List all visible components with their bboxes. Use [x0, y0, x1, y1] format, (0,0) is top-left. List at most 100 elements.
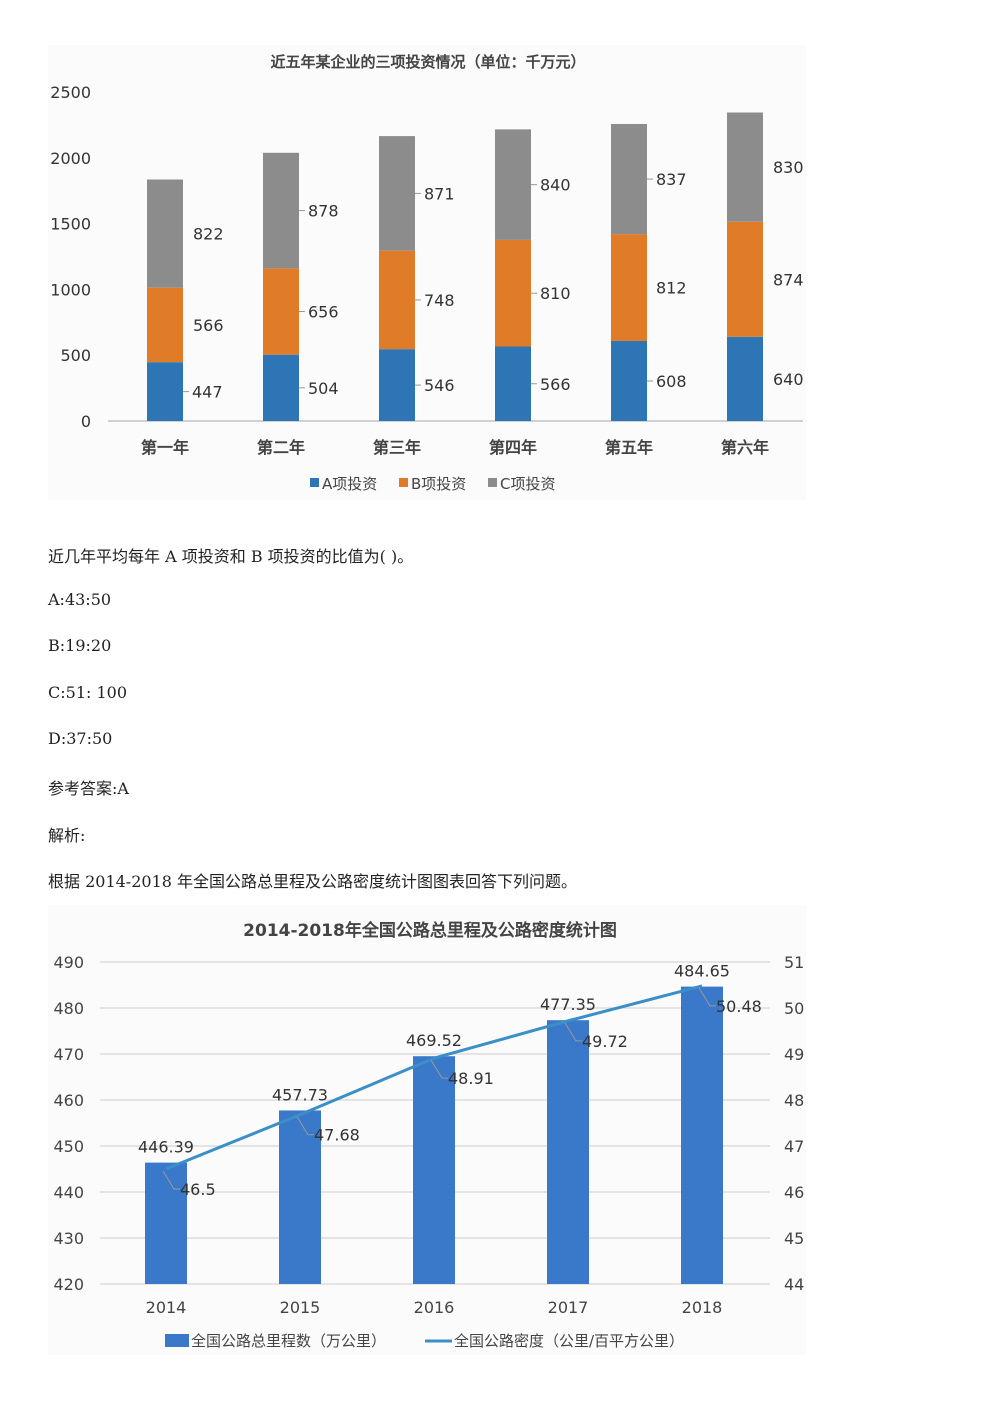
y-left-tick-label: 430: [53, 1229, 84, 1248]
bar-data-label: 446.39: [138, 1138, 194, 1157]
x-tick-label: 2018: [682, 1298, 723, 1317]
option-c: C:51: 100: [48, 683, 128, 702]
data-label: 822: [193, 225, 224, 244]
y-left-tick-label: 470: [53, 1045, 84, 1064]
bar: [547, 1020, 589, 1284]
y-left-tick-label: 480: [53, 999, 84, 1018]
bar-segment-c: [263, 152, 299, 269]
legend-label: 全国公路密度（公里/百平方公里）: [454, 1332, 684, 1350]
x-tick-label: 2016: [414, 1298, 455, 1317]
line-label-leader: [698, 987, 716, 1007]
y-right-tick-label: 49: [784, 1045, 804, 1064]
data-label: 837: [656, 170, 687, 189]
data-label: 546: [424, 376, 455, 395]
answer: 参考答案:A: [48, 779, 129, 798]
data-label: 566: [193, 316, 224, 335]
data-label: 608: [656, 372, 687, 391]
legend-swatch: [399, 478, 408, 487]
option-d: D:37:50: [48, 729, 113, 748]
bar-segment-b: [379, 250, 415, 350]
x-tick-label: 第四年: [489, 438, 537, 457]
y-tick-label: 500: [60, 346, 91, 365]
x-tick-label: 第二年: [257, 438, 305, 457]
y-tick-label: 0: [81, 412, 91, 431]
bar-data-label: 484.65: [674, 962, 730, 981]
y-tick-label: 1000: [50, 280, 91, 299]
x-tick-label: 第三年: [373, 438, 421, 457]
legend-swatch: [488, 478, 497, 487]
analysis-label: 解析:: [48, 826, 86, 845]
y-left-tick-label: 420: [53, 1275, 84, 1294]
x-tick-label: 2015: [280, 1298, 321, 1317]
line-data-label: 49.72: [582, 1032, 628, 1051]
legend-label: B项投资: [411, 475, 466, 493]
bar-segment-a: [379, 349, 415, 421]
y-right-tick-label: 48: [784, 1091, 804, 1110]
bar-segment-c: [379, 136, 415, 251]
bar-data-label: 477.35: [540, 995, 596, 1014]
bar: [413, 1056, 455, 1284]
x-tick-label: 第一年: [141, 438, 189, 457]
data-label: 830: [773, 158, 804, 177]
y-tick-label: 1500: [50, 215, 91, 234]
x-tick-label: 2014: [146, 1298, 187, 1317]
bar-segment-b: [147, 287, 183, 363]
y-left-tick-label: 440: [53, 1183, 84, 1202]
line-label-leader: [162, 1170, 180, 1190]
bar-segment-c: [727, 112, 763, 222]
bar-segment-c: [147, 179, 183, 288]
legend-label: C项投资: [500, 475, 555, 493]
question2-text: 根据 2014-2018 年全国公路总里程及公路密度统计图图表回答下列问题。: [48, 872, 578, 891]
chart-title: 近五年某企业的三项投资情况（单位：千万元）: [270, 53, 585, 71]
option-a: A:43:50: [48, 590, 112, 609]
legend-label: 全国公路总里程数（万公里）: [191, 1332, 386, 1350]
line-data-label: 47.68: [314, 1126, 360, 1145]
legend-swatch-bar: [165, 1334, 189, 1347]
data-label: 840: [540, 176, 571, 195]
y-right-tick-label: 47: [784, 1137, 804, 1156]
bar-segment-b: [611, 234, 647, 341]
bar-segment-b: [263, 268, 299, 355]
legend-label: A项投资: [322, 475, 377, 493]
line-label-leader: [564, 1022, 582, 1042]
bar-segment-b: [495, 239, 531, 347]
data-label: 871: [424, 184, 455, 203]
bar: [681, 986, 723, 1284]
x-tick-label: 第六年: [721, 438, 769, 457]
y-left-tick-label: 450: [53, 1137, 84, 1156]
bar-segment-a: [611, 340, 647, 421]
data-label: 656: [308, 303, 339, 322]
bar-segment-b: [727, 221, 763, 337]
chart-title: 2014-2018年全国公路总里程及公路密度统计图: [243, 920, 617, 941]
data-label: 504: [308, 379, 339, 398]
bar-segment-a: [495, 346, 531, 421]
line-data-label: 50.48: [716, 997, 762, 1016]
y-left-tick-label: 490: [53, 953, 84, 972]
investment-stacked-bar-chart: 近五年某企业的三项投资情况（单位：千万元） 0 500 1000 1500 2000 250…: [50, 53, 804, 493]
bar-segment-c: [495, 129, 531, 240]
line-data-label: 46.5: [180, 1180, 216, 1199]
option-b: B:19:20: [48, 636, 112, 655]
line-data-label: 48.91: [448, 1069, 494, 1088]
y-tick-label: 2500: [50, 83, 91, 102]
y-right-tick-label: 46: [784, 1183, 804, 1202]
data-label: 447: [192, 383, 223, 402]
data-label: 810: [540, 284, 571, 303]
data-label: 874: [773, 270, 804, 289]
bar-data-label: 469.52: [406, 1031, 462, 1050]
bar: [145, 1162, 187, 1284]
data-label: 878: [308, 202, 339, 221]
line-label-leader: [296, 1116, 314, 1136]
line-label-leader: [430, 1059, 448, 1079]
question-text: 近几年平均每年 A 项投资和 B 项投资的比值为( )。: [48, 547, 414, 566]
x-tick-label: 2017: [548, 1298, 589, 1317]
y-left-tick-label: 460: [53, 1091, 84, 1110]
y-right-tick-label: 50: [784, 999, 804, 1018]
data-label: 640: [773, 370, 804, 389]
x-tick-label: 第五年: [605, 438, 653, 457]
bar-segment-a: [147, 362, 183, 421]
bar-segment-a: [263, 354, 299, 421]
bar-data-label: 457.73: [272, 1085, 328, 1104]
y-right-tick-label: 45: [784, 1229, 804, 1248]
